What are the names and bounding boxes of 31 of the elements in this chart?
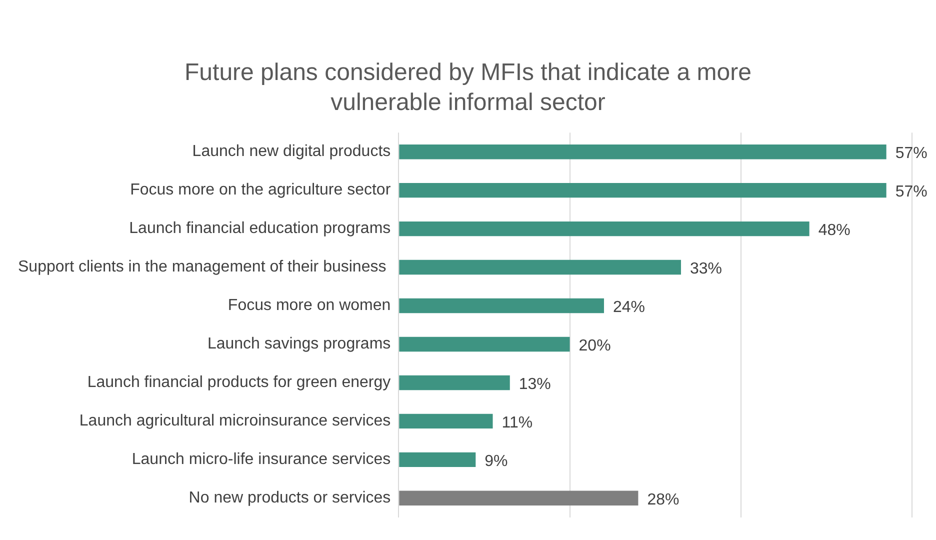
data-label: 28% bbox=[647, 492, 680, 509]
bar bbox=[399, 375, 510, 390]
data-label: 48% bbox=[818, 222, 850, 240]
data-label: 13% bbox=[518, 376, 551, 394]
bar bbox=[399, 414, 493, 429]
bar bbox=[399, 298, 604, 314]
y-tick-label: No new products or services bbox=[188, 490, 391, 507]
bar bbox=[399, 144, 886, 160]
y-tick-label: Launch financial products for green energy bbox=[87, 374, 391, 392]
y-tick-label: Launch financial education programs bbox=[129, 220, 391, 238]
bar bbox=[399, 182, 886, 198]
y-tick-label: Launch agricultural microinsurance services bbox=[79, 412, 391, 430]
data-label: 11% bbox=[502, 414, 533, 432]
y-tick-label: Focus more on women bbox=[228, 297, 391, 314]
y-tick-label: Launch micro-life insurance services bbox=[132, 451, 391, 468]
bar bbox=[399, 452, 476, 468]
bar bbox=[399, 336, 570, 352]
data-label: 9% bbox=[484, 453, 508, 470]
data-label: 20% bbox=[578, 338, 611, 355]
y-tick-label: Support clients in the management of their business bbox=[18, 258, 391, 276]
y-tick-label: Focus more on the agriculture sector bbox=[130, 182, 392, 199]
bar bbox=[399, 490, 638, 506]
bar bbox=[399, 260, 681, 275]
y-tick-label: Launch savings programs bbox=[207, 336, 391, 353]
bar bbox=[399, 221, 810, 236]
data-label: 33% bbox=[690, 260, 722, 278]
y-tick-label: Launch new digital products bbox=[192, 143, 391, 160]
data-label: 57% bbox=[895, 145, 928, 162]
data-label: 57% bbox=[895, 184, 928, 201]
chart-title: Future plans considered by MFIs that indicate a more vulnerable informal sector bbox=[184, 58, 752, 118]
data-label: 24% bbox=[612, 299, 646, 316]
